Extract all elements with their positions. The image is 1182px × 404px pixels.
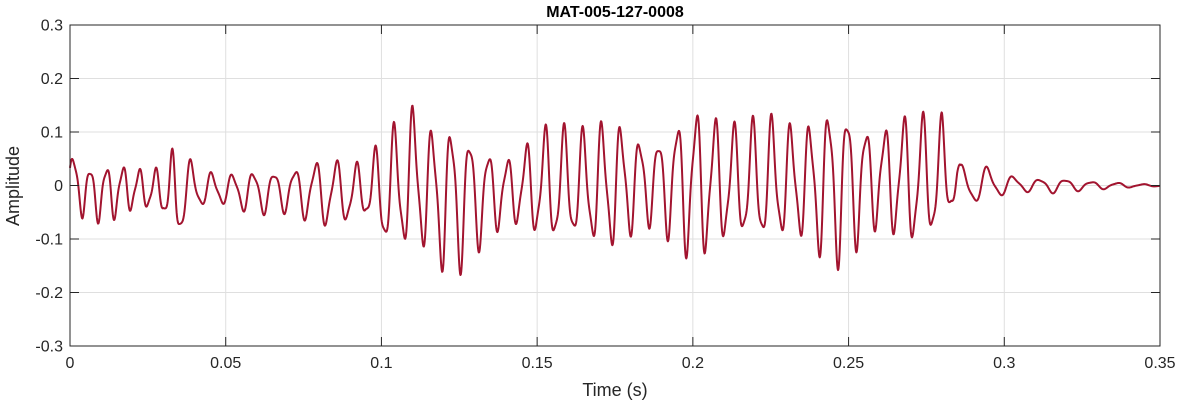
y-tick-label: 0.2 <box>41 71 63 88</box>
x-tick-label: 0.05 <box>210 355 241 372</box>
y-tick-label: 0 <box>54 178 63 195</box>
x-tick-label: 0.1 <box>370 355 392 372</box>
chart-title: MAT-005-127-0008 <box>546 4 684 21</box>
x-tick-label: 0 <box>66 355 75 372</box>
y-tick-label: -0.3 <box>35 339 63 356</box>
tick-labels: 0 0.05 0.1 0.15 0.2 0.25 0.3 0.35 -0.3 -0.2 -0.1 0 0… <box>35 18 1175 373</box>
x-tick-label: 0.15 <box>522 355 553 372</box>
plot-area <box>69 104 1161 277</box>
y-tick-label: 0.3 <box>41 18 63 35</box>
x-tick-label: 0.25 <box>833 355 864 372</box>
x-tick-label: 0.35 <box>1144 355 1175 372</box>
x-tick-label: 0.2 <box>682 355 704 372</box>
ticks <box>69 24 1161 347</box>
x-tick-label: 0.3 <box>993 355 1015 372</box>
y-tick-label: 0.1 <box>41 125 63 142</box>
series-line <box>69 104 1161 277</box>
x-axis-label: Time (s) <box>582 380 647 400</box>
y-tick-label: -0.1 <box>35 232 63 249</box>
y-tick-label: -0.2 <box>35 285 63 302</box>
y-axis-label: Amplitude <box>3 146 23 226</box>
